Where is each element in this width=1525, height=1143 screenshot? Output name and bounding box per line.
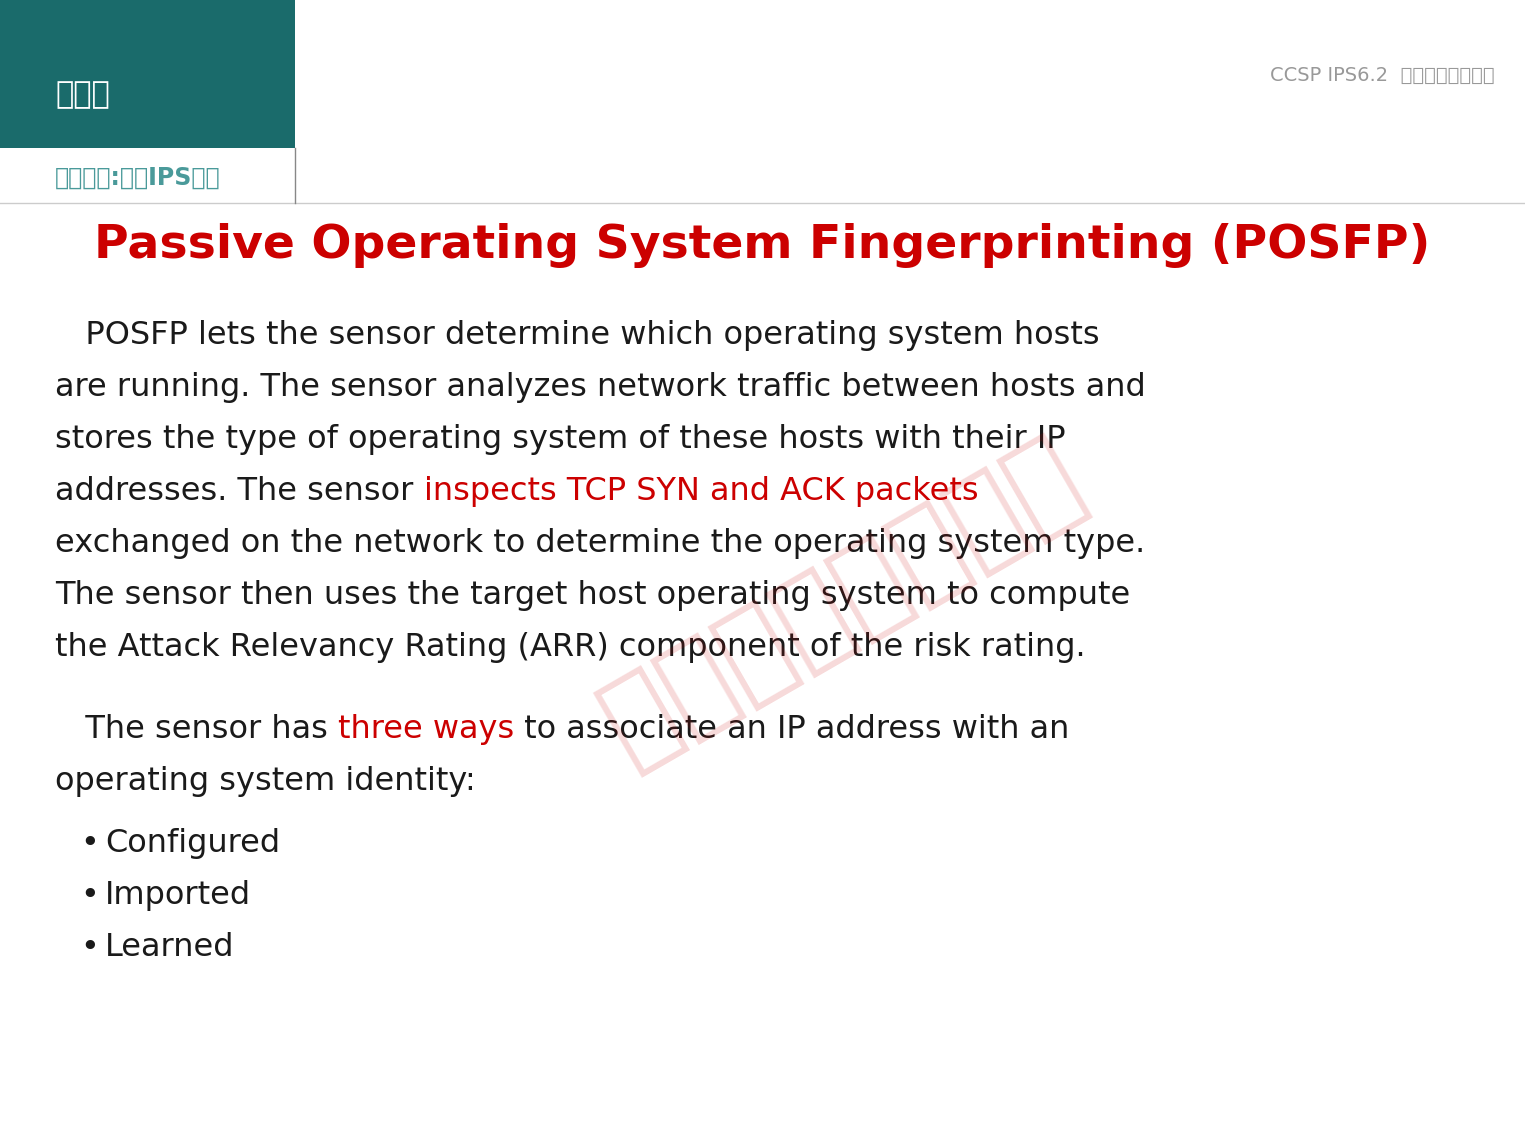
Text: 现任明教教主出品: 现任明教教主出品 — [586, 422, 1100, 781]
Text: addresses. The sensor: addresses. The sensor — [55, 475, 424, 507]
Text: Configured: Configured — [105, 828, 281, 860]
Text: The sensor has: The sensor has — [55, 714, 339, 745]
Text: the Attack Relevancy Rating (ARR) component of the risk rating.: the Attack Relevancy Rating (ARR) compon… — [55, 632, 1086, 663]
Text: operating system identity:: operating system identity: — [55, 766, 476, 797]
Text: are running. The sensor analyzes network traffic between hosts and: are running. The sensor analyzes network… — [55, 371, 1145, 403]
Text: •: • — [79, 932, 99, 964]
Text: •: • — [79, 880, 99, 911]
Bar — [0, 0, 294, 147]
Text: The sensor then uses the target host operating system to compute: The sensor then uses the target host ope… — [55, 580, 1130, 612]
Text: to associate an IP address with an: to associate an IP address with an — [514, 714, 1069, 745]
Text: Imported: Imported — [105, 880, 252, 911]
Text: 第四天: 第四天 — [55, 80, 110, 110]
Text: Passive Operating System Fingerprinting (POSFP): Passive Operating System Fingerprinting … — [95, 223, 1430, 267]
Text: stores the type of operating system of these hosts with their IP: stores the type of operating system of t… — [55, 424, 1066, 455]
Text: 第一部分:调整IPS参数: 第一部分:调整IPS参数 — [55, 166, 221, 190]
Text: CCSP IPS6.2  现任明教教主出品: CCSP IPS6.2 现任明教教主出品 — [1270, 65, 1494, 85]
Text: exchanged on the network to determine the operating system type.: exchanged on the network to determine th… — [55, 528, 1145, 559]
Text: inspects TCP SYN and ACK packets: inspects TCP SYN and ACK packets — [424, 475, 978, 507]
Text: •: • — [79, 828, 99, 860]
Text: POSFP lets the sensor determine which operating system hosts: POSFP lets the sensor determine which op… — [55, 320, 1100, 351]
Text: Learned: Learned — [105, 932, 235, 964]
Text: three ways: three ways — [339, 714, 514, 745]
